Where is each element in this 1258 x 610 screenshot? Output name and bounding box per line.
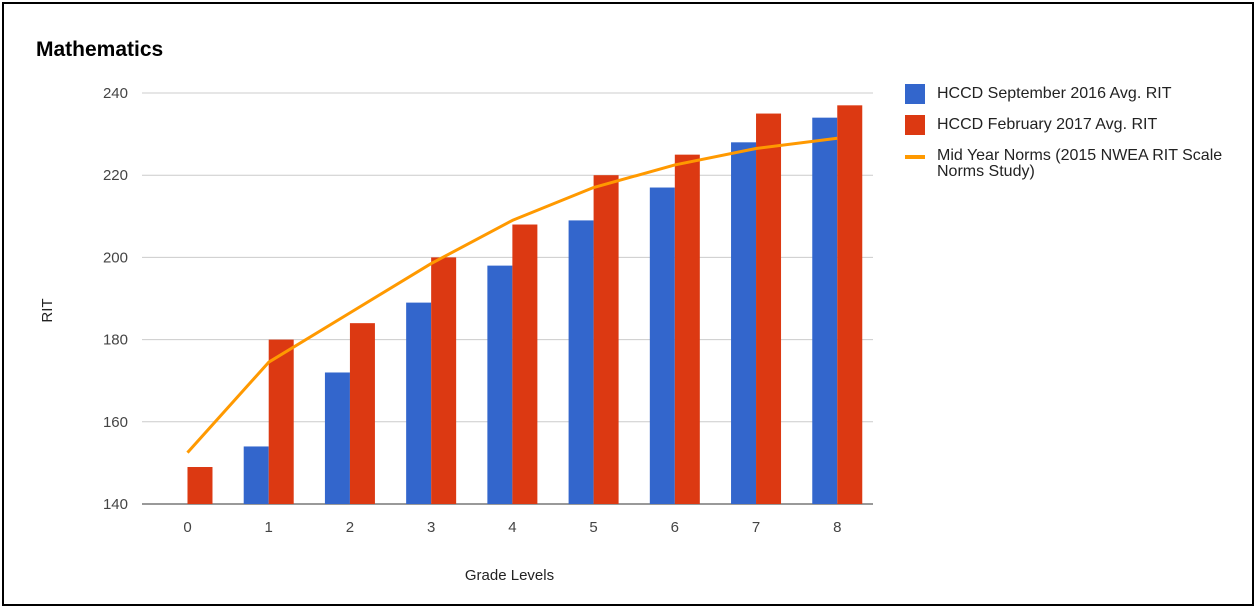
legend-swatch-september-2016 — [905, 84, 925, 104]
x-tick-label-3: 3 — [427, 519, 435, 536]
legend-item-mid-year-norms[interactable]: Mid Year Norms (2015 NWEA RIT Scale Norm… — [905, 146, 1245, 180]
legend-swatch-february-2017 — [905, 115, 925, 135]
bar-september-2016-grade-6 — [649, 187, 675, 504]
bar-february-2017-grade-8 — [837, 105, 863, 504]
y-tick-label: 220 — [103, 167, 128, 184]
legend-item-february-2017[interactable]: HCCD February 2017 Avg. RIT — [905, 115, 1245, 135]
y-tick-label: 160 — [103, 414, 128, 431]
bar-february-2017-grade-7 — [756, 113, 782, 505]
x-axis-label: Grade Levels — [465, 567, 554, 584]
bar-september-2016-grade-1 — [243, 446, 269, 504]
x-tick-label-5: 5 — [589, 519, 597, 536]
x-tick-label-2: 2 — [346, 519, 354, 536]
y-tick-label: 200 — [103, 249, 128, 266]
legend-swatch-mid-year-norms — [905, 155, 925, 159]
bar-september-2016-grade-7 — [731, 142, 757, 504]
x-tick-label-7: 7 — [752, 519, 760, 536]
bar-september-2016-grade-5 — [568, 220, 594, 504]
chart-title: Mathematics — [36, 38, 164, 61]
y-axis-label: RIT — [39, 298, 56, 322]
x-tick-label-4: 4 — [508, 519, 516, 536]
legend-label-february-2017: HCCD February 2017 Avg. RIT — [937, 116, 1158, 133]
y-tick-label: 180 — [103, 332, 128, 349]
bar-february-2017-grade-6 — [674, 154, 700, 504]
legend-item-september-2016[interactable]: HCCD September 2016 Avg. RIT — [905, 84, 1245, 104]
x-tick-label-1: 1 — [265, 519, 273, 536]
bar-february-2017-grade-5 — [593, 175, 619, 504]
bar-february-2017-grade-3 — [431, 257, 457, 504]
bar-february-2017-grade-0 — [187, 467, 213, 504]
bar-september-2016-grade-4 — [487, 265, 513, 504]
bar-february-2017-grade-4 — [512, 224, 538, 504]
bar-september-2016-grade-2 — [324, 372, 350, 504]
bar-september-2016-grade-8 — [812, 117, 838, 504]
chart-legend: HCCD September 2016 Avg. RIT HCCD Februa… — [905, 84, 1245, 191]
legend-label-september-2016: HCCD September 2016 Avg. RIT — [937, 85, 1172, 102]
x-tick-label-8: 8 — [833, 519, 841, 536]
x-tick-label-0: 0 — [183, 519, 191, 536]
line-mid-year-norms — [186, 136, 838, 454]
y-tick-label: 140 — [103, 496, 128, 513]
bar-september-2016-grade-3 — [406, 302, 432, 504]
bar-february-2017-grade-2 — [349, 323, 375, 504]
y-tick-label: 240 — [103, 85, 128, 102]
legend-label-mid-year-norms: Mid Year Norms (2015 NWEA RIT Scale Norm… — [937, 147, 1223, 180]
x-tick-label-6: 6 — [671, 519, 679, 536]
bar-february-2017-grade-1 — [268, 339, 294, 504]
